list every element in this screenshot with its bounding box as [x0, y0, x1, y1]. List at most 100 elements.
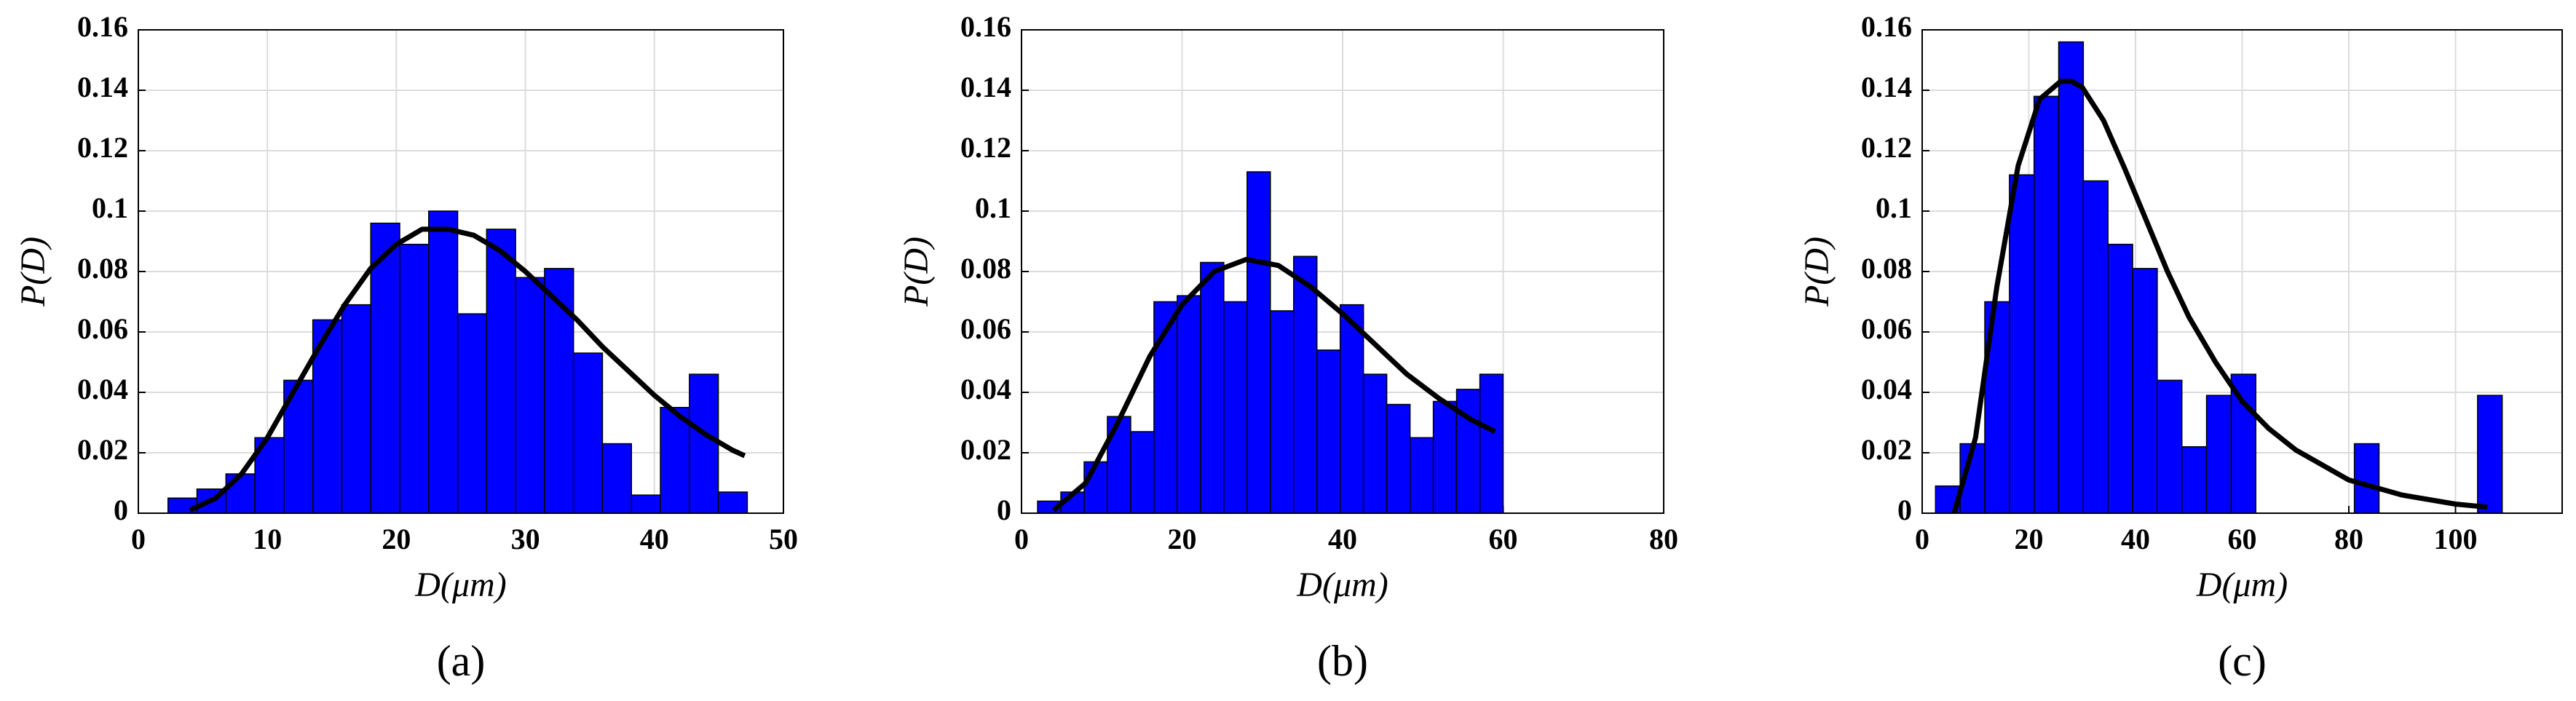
y-tick-label: 0.08: [960, 252, 1011, 285]
caption: (c): [2218, 637, 2267, 685]
x-tick-label: 20: [1168, 523, 1197, 555]
y-tick-label: 0: [997, 494, 1011, 526]
y-axis-label: P(D): [897, 237, 936, 307]
bar: [2205, 395, 2232, 514]
caption: (a): [437, 637, 486, 685]
x-tick-label: 10: [253, 523, 282, 555]
bar: [1362, 373, 1388, 514]
x-tick-label: 80: [2334, 523, 2363, 555]
bar: [515, 277, 545, 514]
x-tick-label: 0: [1014, 523, 1029, 555]
caption: (b): [1317, 637, 1368, 685]
bar: [1270, 310, 1295, 514]
x-tick-label: 30: [511, 523, 540, 555]
y-axis-label: P(D): [14, 237, 52, 307]
bar: [428, 210, 459, 514]
bar: [2107, 243, 2133, 514]
bar: [2230, 373, 2257, 514]
bar: [631, 494, 661, 514]
y-tick-label: 0.12: [77, 131, 128, 164]
y-tick-label: 0.14: [77, 71, 128, 103]
y-tick-label: 0.08: [77, 252, 128, 285]
y-tick-label: 0.1: [1876, 191, 1912, 224]
x-axis-label: D(μm): [414, 566, 506, 604]
bar: [1386, 403, 1411, 514]
y-tick-label: 0.1: [975, 191, 1011, 224]
y-tick-label: 0.02: [1861, 433, 1912, 466]
y-tick-label: 0.14: [960, 71, 1011, 103]
bar: [225, 473, 256, 514]
axes-box: [138, 29, 784, 514]
x-axis-label: D(μm): [2196, 566, 2288, 604]
bar: [2353, 443, 2380, 514]
axes-box: [1921, 29, 2563, 514]
x-tick-label: 40: [2121, 523, 2150, 555]
bar: [399, 243, 430, 514]
x-tick-label: 0: [131, 523, 146, 555]
bar: [1246, 171, 1271, 514]
bar: [1455, 389, 1481, 514]
x-tick-label: 20: [382, 523, 411, 555]
x-tick-label: 20: [2015, 523, 2044, 555]
x-tick-label: 40: [640, 523, 669, 555]
bar: [2157, 379, 2183, 514]
bar: [2033, 95, 2060, 514]
bar: [1130, 431, 1155, 514]
bar: [1223, 301, 1248, 514]
y-tick-label: 0.04: [1861, 373, 1912, 405]
x-axis-label: D(μm): [1296, 566, 1388, 604]
x-tick-label: 0: [1915, 523, 1929, 555]
y-tick-label: 0.04: [960, 373, 1011, 405]
y-tick-label: 0.16: [960, 10, 1011, 43]
x-tick-label: 100: [2434, 523, 2478, 555]
y-tick-label: 0.08: [1861, 252, 1912, 285]
y-tick-label: 0.12: [960, 131, 1011, 164]
bar: [2058, 41, 2085, 514]
y-tick-label: 0.1: [92, 191, 128, 224]
bar: [1479, 373, 1504, 514]
bar: [1409, 437, 1434, 514]
y-tick-label: 0.02: [77, 433, 128, 466]
y-tick-label: 0.16: [77, 10, 128, 43]
y-tick-label: 0.06: [77, 312, 128, 345]
y-tick-label: 0.02: [960, 433, 1011, 466]
bar: [1292, 256, 1318, 514]
bar: [572, 352, 604, 514]
bar: [601, 443, 633, 514]
y-tick-label: 0.06: [1861, 312, 1912, 345]
fit-line: [189, 226, 746, 513]
x-tick-label: 40: [1328, 523, 1357, 555]
bar: [1177, 295, 1201, 514]
bar: [2181, 445, 2208, 514]
fit-line: [1951, 79, 2488, 514]
fit-line: [1051, 256, 1497, 512]
y-tick-label: 0.04: [77, 373, 128, 405]
bar: [1083, 461, 1108, 514]
x-tick-label: 60: [2228, 523, 2257, 555]
y-tick-label: 0: [114, 494, 128, 526]
bar: [1339, 304, 1364, 514]
y-tick-label: 0: [1897, 494, 1912, 526]
bar: [457, 313, 488, 514]
axes-box: [1021, 29, 1664, 514]
bar: [1153, 301, 1178, 514]
x-tick-label: 50: [769, 523, 798, 555]
y-axis-label: P(D): [1798, 237, 1836, 307]
bar: [2082, 180, 2109, 514]
bar: [1432, 400, 1458, 514]
bar: [1316, 349, 1341, 514]
bar: [486, 229, 516, 514]
bar: [341, 304, 371, 514]
x-tick-label: 60: [1489, 523, 1518, 555]
x-tick-label: 80: [1649, 523, 1678, 555]
y-tick-label: 0.16: [1861, 10, 1912, 43]
bar: [689, 373, 719, 514]
bar: [2477, 395, 2503, 514]
bar: [2009, 174, 2035, 514]
bar: [717, 491, 748, 514]
y-tick-label: 0.14: [1861, 71, 1912, 103]
bar: [1200, 261, 1225, 514]
bar: [2132, 268, 2158, 514]
y-tick-label: 0.12: [1861, 131, 1912, 164]
